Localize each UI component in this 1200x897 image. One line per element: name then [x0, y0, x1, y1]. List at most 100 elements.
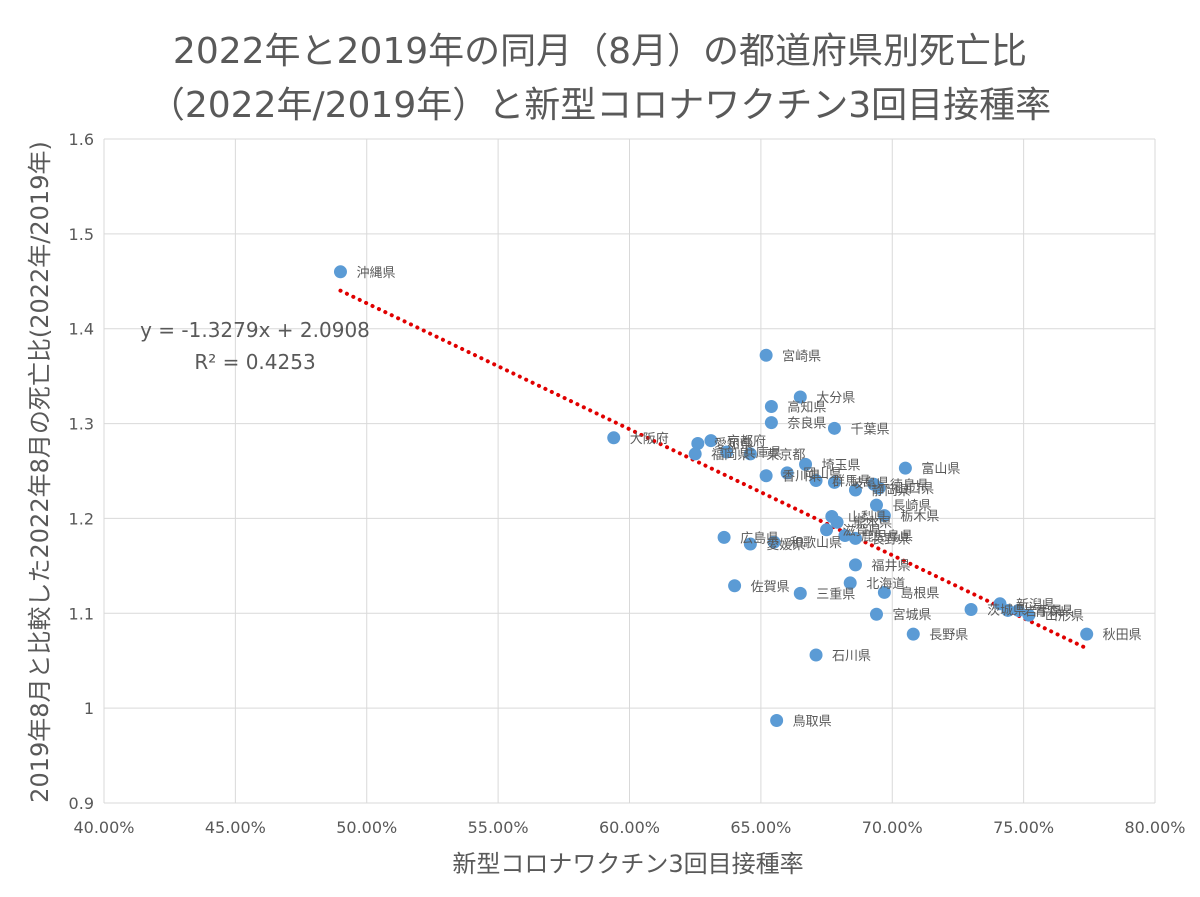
x-tick-label: 75.00% [993, 818, 1054, 837]
x-tick-label: 80.00% [1124, 818, 1185, 837]
y-tick-label: 1.1 [69, 604, 94, 623]
data-label: 福井県 [871, 559, 910, 574]
data-point [793, 586, 807, 600]
data-point [717, 530, 731, 544]
data-points [333, 265, 1094, 727]
data-label: 福岡県 [711, 448, 750, 463]
data-label: 岡山県 [803, 467, 842, 482]
data-label: 宮崎県 [782, 348, 821, 364]
data-label: 長野県 [871, 532, 910, 547]
trendline-group [338, 288, 1087, 650]
chart-title-line1: 2022年と2019年の同月（8月）の都道府県別死亡比 [172, 31, 1028, 72]
data-point [827, 421, 841, 435]
data-label: 鳥取県 [793, 714, 832, 729]
data-label: 和歌山県 [790, 536, 842, 551]
data-label: 香川県 [782, 470, 821, 485]
y-tick-label: 0.9 [69, 794, 94, 813]
data-label: 岩手県 [1024, 604, 1063, 619]
data-label: 奈良県 [787, 416, 826, 432]
data-point [809, 473, 823, 487]
data-point [1001, 603, 1015, 617]
x-tick-label: 55.00% [468, 818, 529, 837]
data-label: 長野県 [929, 628, 968, 643]
data-label: 大分県 [816, 391, 855, 406]
data-label: 富山県 [921, 461, 960, 477]
y-tick-label: 1.3 [69, 415, 94, 434]
data-point [838, 529, 852, 543]
x-tick-label: 45.00% [205, 818, 266, 837]
data-label: 広島県 [740, 531, 779, 546]
data-point [848, 483, 862, 497]
data-label: 青森県 [1034, 604, 1073, 619]
data-label: 岐阜県 [850, 475, 889, 491]
data-label: 山口県 [895, 482, 934, 497]
trendline-equation: y = -1.3279x + 2.0908 [140, 318, 370, 342]
data-point [743, 447, 757, 461]
data-label: 宮城県 [892, 607, 931, 623]
data-label: 山梨県 [848, 511, 887, 526]
data-label: 沖縄県 [356, 266, 395, 281]
data-label: 愛媛県 [766, 538, 805, 553]
data-point [770, 713, 784, 727]
data-point [688, 447, 702, 461]
data-point [764, 399, 778, 413]
data-point [869, 498, 883, 512]
data-label: 徳島県 [890, 478, 929, 493]
y-axis-title: 2019年8月と比較した2022年8月の死亡比(2022年/2019年) [26, 141, 54, 803]
data-label: 埼玉県 [822, 458, 861, 473]
y-tick-label: 1.2 [69, 509, 94, 528]
data-point [848, 531, 862, 545]
y-tick-label: 1.4 [69, 320, 94, 339]
data-label: 栃木県 [900, 510, 939, 525]
data-point [1022, 608, 1036, 622]
data-point [720, 445, 734, 459]
data-label: 静岡県 [871, 484, 910, 499]
y-tick-label: 1.5 [69, 225, 94, 244]
data-point [872, 481, 886, 495]
data-label: 大阪府 [630, 432, 669, 447]
data-label: 千葉県 [850, 422, 889, 437]
data-point [906, 627, 920, 641]
y-axis-ticks: 0.9 1 1.1 1.2 1.3 1.4 1.5 1.6 [69, 130, 94, 813]
data-point [759, 348, 773, 362]
data-label: 東京都 [766, 447, 805, 463]
data-label: 滋賀県 [843, 524, 882, 539]
data-point [728, 579, 742, 593]
data-label: 北海道 [866, 577, 905, 592]
data-point [827, 475, 841, 489]
data-label: 新潟県 [1016, 597, 1055, 613]
y-tick-label: 1 [84, 699, 94, 718]
trendline [338, 288, 1087, 650]
data-label: 島根県 [900, 586, 939, 601]
data-label: 長崎県 [892, 499, 931, 514]
x-tick-label: 60.00% [599, 818, 660, 837]
data-point [848, 558, 862, 572]
data-point [704, 434, 718, 448]
data-label: 高知県 [787, 399, 826, 415]
data-point [1011, 603, 1025, 617]
data-label: 秋田県 [1103, 628, 1142, 643]
data-point [780, 466, 794, 480]
data-point [809, 648, 823, 662]
data-point [759, 469, 773, 483]
data-point [843, 576, 857, 590]
data-point [799, 457, 813, 471]
data-label: 佐賀県 [751, 580, 790, 595]
y-tick-label: 1.6 [69, 130, 94, 149]
x-axis-title: 新型コロナワクチン3回目接種率 [452, 850, 803, 878]
data-point [877, 509, 891, 523]
data-label: 京都府 [727, 435, 766, 450]
data-point [898, 461, 912, 475]
x-tick-label: 70.00% [862, 818, 923, 837]
data-point [743, 537, 757, 551]
data-point [607, 431, 621, 445]
trendline-r-squared: R² = 0.4253 [194, 350, 315, 374]
data-point [830, 515, 844, 529]
data-point [793, 390, 807, 404]
data-label: 山形県 [1045, 609, 1084, 624]
data-label: 三重県 [816, 586, 855, 602]
data-point [820, 523, 834, 537]
data-label: 熊本県 [853, 515, 892, 531]
